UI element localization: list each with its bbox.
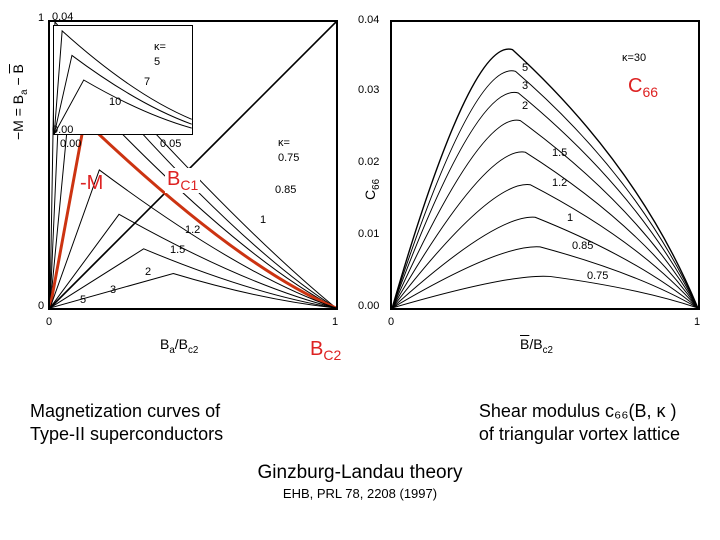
right-caption: Shear modulus c₆₆(B, κ ) of triangular v… [479,400,680,447]
kappa-val: 5 [80,294,86,306]
inset-kappa: 10 [109,96,121,108]
kappa-val: 2 [145,266,151,278]
left-caption-line2: Type-II superconductors [30,423,223,446]
right-kappa: 1.2 [552,177,567,189]
right-ytick: 0.04 [358,14,379,26]
kappa-val: 1.5 [170,244,185,256]
right-plot-curves [392,22,698,308]
left-ytick: 0 [38,300,44,312]
center-caption-main: Ginzburg-Landau theory [0,462,720,484]
right-caption-line2: of triangular vortex lattice [479,423,680,446]
inset-xtick: 0.05 [160,138,181,150]
left-caption-line1: Magnetization curves of [30,400,223,423]
inset-kappa-label: κ= [154,41,166,53]
right-caption-line1: Shear modulus c₆₆(B, κ ) [479,400,680,423]
right-ylabel: C66 [362,179,382,200]
annotation-minus-m: -M [80,172,103,195]
inset-ytick: 0.00 [52,124,73,136]
right-xlabel: B/Bc2 [520,336,553,356]
right-kappa: 0.75 [587,270,608,282]
right-ytick: 0.01 [358,228,379,240]
annotation-bc2: BC2 [310,338,341,363]
figure-area: κ= 0.75 0.85 1 1.2 1.5 2 3 5 κ= 5 7 10 0… [10,20,710,360]
inset-kappa: 7 [144,76,150,88]
inset-ytick: 0.04 [52,11,73,23]
kappa-val: 3 [110,284,116,296]
right-kappa: 1 [567,212,573,224]
kappa-val: 1.2 [185,224,200,236]
inset-xtick: 0.00 [60,138,81,150]
left-xtick: 1 [332,316,338,328]
kappa-label: κ= [278,137,290,149]
left-ylabel: −M = Ba − B [10,64,30,140]
annotation-bc1: BC1 [165,168,200,193]
left-xtick: 0 [46,316,52,328]
right-xtick: 0 [388,316,394,328]
left-caption: Magnetization curves of Type-II supercon… [30,400,223,447]
right-kappa: 2 [522,100,528,112]
right-kappa-label: κ=30 [622,52,646,64]
right-kappa: 0.85 [572,240,593,252]
right-kappa: 1.5 [552,147,567,159]
left-plot-inset: κ= 5 7 10 [53,25,193,135]
right-plot: κ=30 5 3 2 1.5 1.2 1 0.85 0.75 [390,20,700,310]
kappa-val: 0.85 [275,184,296,196]
inset-curves [54,26,192,134]
right-ytick: 0.02 [358,156,379,168]
caption-row: Magnetization curves of Type-II supercon… [0,400,720,447]
kappa-val: 0.75 [278,152,299,164]
right-kappa: 5 [522,62,528,74]
inset-kappa: 5 [154,56,160,68]
left-xlabel: Ba/Bc2 [160,336,198,356]
left-ytick: 1 [38,12,44,24]
right-ytick: 0.03 [358,84,379,96]
annotation-c66: C66 [628,75,658,100]
right-kappa: 3 [522,80,528,92]
center-caption-cite: EHB, PRL 78, 2208 (1997) [0,486,720,501]
center-caption: Ginzburg-Landau theory EHB, PRL 78, 2208… [0,462,720,501]
right-xtick: 1 [694,316,700,328]
right-ytick: 0.00 [358,300,379,312]
kappa-val: 1 [260,214,266,226]
